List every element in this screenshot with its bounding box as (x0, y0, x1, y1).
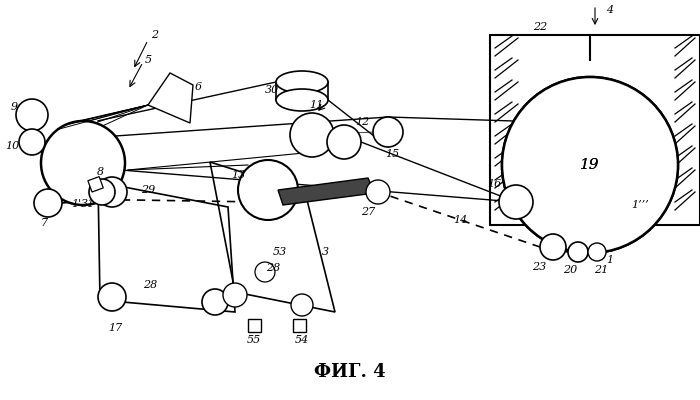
Circle shape (223, 283, 247, 307)
Ellipse shape (276, 89, 328, 111)
Text: 17: 17 (108, 323, 122, 333)
Text: 3: 3 (321, 247, 328, 257)
Text: 1: 1 (606, 255, 614, 265)
Text: 16: 16 (487, 179, 501, 189)
Circle shape (98, 283, 126, 311)
Text: 23: 23 (532, 262, 546, 272)
Text: 28: 28 (266, 263, 280, 273)
Text: 7: 7 (41, 218, 48, 228)
Text: ФИГ. 4: ФИГ. 4 (314, 363, 386, 381)
Text: 28: 28 (143, 280, 157, 290)
Circle shape (89, 179, 115, 205)
Text: 14: 14 (453, 215, 467, 225)
Circle shape (540, 234, 566, 260)
Text: 10: 10 (5, 141, 19, 151)
Text: 8: 8 (97, 167, 104, 177)
Text: 11: 11 (309, 100, 323, 110)
Circle shape (290, 113, 334, 157)
Text: 2: 2 (151, 30, 159, 40)
Text: 19: 19 (580, 158, 600, 172)
Text: 12: 12 (355, 117, 369, 127)
Circle shape (19, 129, 45, 155)
Text: 31: 31 (81, 199, 95, 209)
Text: 13: 13 (231, 170, 245, 180)
Text: 53: 53 (273, 247, 287, 257)
Circle shape (202, 289, 228, 315)
Text: 1': 1' (71, 199, 81, 209)
Polygon shape (148, 73, 193, 123)
Text: 29: 29 (141, 185, 155, 195)
Bar (248, 319, 261, 332)
Text: 22: 22 (533, 22, 547, 32)
Text: 4: 4 (606, 5, 614, 15)
Circle shape (499, 185, 533, 219)
Text: 20: 20 (563, 265, 577, 275)
Circle shape (238, 160, 298, 220)
Circle shape (34, 189, 62, 217)
Text: 6: 6 (195, 82, 202, 92)
Text: 54: 54 (295, 335, 309, 345)
Circle shape (588, 243, 606, 261)
Text: 27: 27 (361, 207, 375, 217)
Circle shape (291, 294, 313, 316)
Circle shape (327, 125, 361, 159)
Circle shape (366, 180, 390, 204)
Text: 9: 9 (10, 102, 18, 112)
Circle shape (568, 242, 588, 262)
Circle shape (255, 262, 275, 282)
Text: 5: 5 (144, 55, 152, 65)
Text: 21: 21 (594, 265, 608, 275)
Bar (293, 319, 306, 332)
Text: 30: 30 (265, 85, 279, 95)
Circle shape (373, 117, 403, 147)
Text: 19: 19 (580, 158, 600, 172)
Bar (490, 35, 700, 225)
Bar (88, 177, 104, 192)
Ellipse shape (276, 71, 328, 93)
Text: 1’’’: 1’’’ (631, 200, 649, 210)
Circle shape (97, 177, 127, 207)
Text: 55: 55 (247, 335, 261, 345)
Circle shape (502, 77, 678, 253)
Circle shape (16, 99, 48, 131)
Text: 15: 15 (385, 149, 399, 159)
Circle shape (502, 77, 678, 253)
Polygon shape (278, 178, 375, 205)
Circle shape (41, 121, 125, 205)
